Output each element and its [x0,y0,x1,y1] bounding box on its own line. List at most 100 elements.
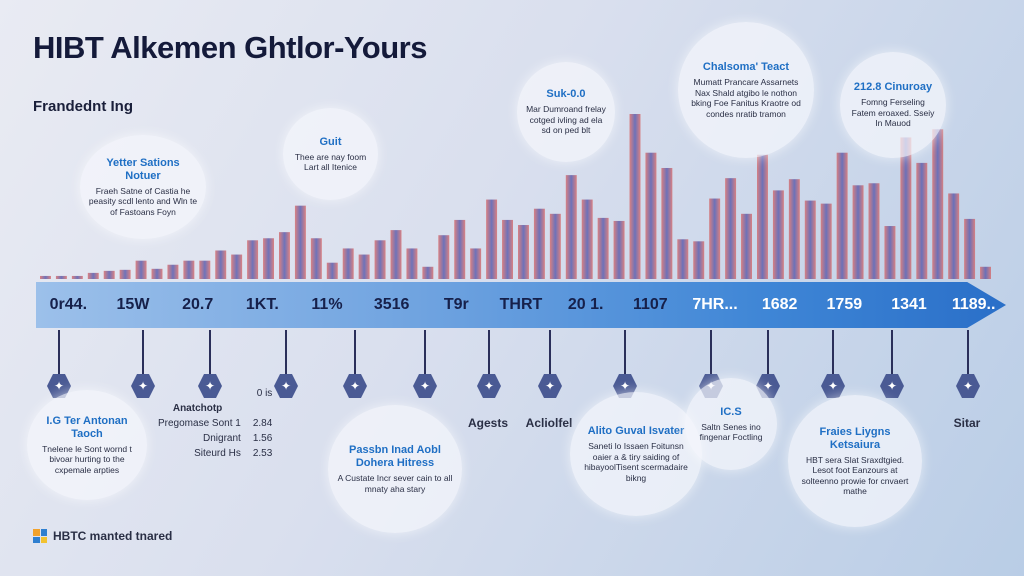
page-title: HIBT Alkemen Ghtlor-Yours [33,30,427,65]
bar [470,248,482,279]
subtitle: Frandednt Ing [33,98,133,115]
bar [183,260,195,279]
bar [533,208,545,279]
info-bubble: Fraies Liygns Ketsaiura HBT sera Slat Sra… [788,395,922,527]
bar [900,137,912,279]
bar [964,218,976,279]
bar [390,230,402,279]
timeline-stem [424,330,426,374]
bar [247,240,259,279]
bubble-heading: Chalsoma' Teact [702,61,790,73]
stats-subheading: Anatchotp [172,403,223,414]
bar [199,260,211,279]
stats-label: Siteurd Hs [194,448,241,459]
bar [87,272,99,279]
bar [263,238,274,279]
bar [406,248,418,279]
bubble-heading: Yetter Sations Notuer [106,156,180,182]
bubble-heading: Fraies Liygns Ketsaiura [819,425,891,451]
timeline-stem [767,330,769,374]
bar [342,248,354,279]
timeline-stem [142,330,144,374]
info-bubble: Guit Thee are nay foom Lart all Itenice [283,108,378,200]
bubble-body: Tnelene le Sont wornd t bivoar hurting t… [42,443,132,475]
timeline-label: 1189.. [951,296,996,313]
timeline-label: 1107 [632,296,668,313]
bar [836,152,848,279]
timeline-label: 15W [116,296,150,313]
bar [693,241,705,279]
timeline-stem [967,330,969,374]
bar [804,200,816,279]
bubble-heading: Passbn Inad Aobl Dohera Hitress [349,444,441,469]
bar [151,268,163,279]
bar [454,219,466,279]
bar [629,114,641,279]
timeline-label: 20 1. [567,296,604,313]
bar [725,178,737,279]
bar [326,262,338,279]
milestone-hex-icon: ✦ [274,374,298,398]
bar [71,275,83,279]
footer: HBTC manted tnared [33,529,172,543]
timeline-arrow [36,282,1006,328]
timeline-band: 0r44. 15W 20.7 1KT. 11% 3516 T9r THRT 20 1. 1107 7… [36,282,1006,328]
bar [868,183,880,279]
bar [231,254,243,279]
bar [502,219,513,279]
timeline-stem [549,330,551,374]
timeline-stem [209,330,211,374]
info-bubble: Suk-0.0 Mar Dumroand frelay cotged ivling… [517,62,615,162]
timeline-stem [710,330,712,374]
bar [438,235,450,279]
bubble-body: A Custate Incr sever cain to all mnaty a… [337,473,453,494]
bar [294,205,306,279]
timeline-label: T9r [443,296,469,313]
stats-row: Dnigrant 1.56 [158,431,272,446]
bar [486,199,498,279]
timeline-stem [488,330,490,374]
bubble-body: Fraeh Satne of Castia he peasity scdl le… [88,185,198,217]
bar [565,175,577,279]
milestone-hex-icon: ✦ [956,374,980,398]
bar [884,226,896,279]
bar [422,266,434,279]
bubble-body: HBT sera Slat Sraxdtgied. Lesot foot Ean… [801,454,909,497]
milestone-hex-icon: ✦ [198,374,222,398]
bar [279,232,290,279]
bar [677,239,689,279]
bar [661,167,673,279]
bar [852,185,864,279]
milestone-hex-icon: ✦ [477,374,501,398]
stats-value: 2.84 [252,418,273,429]
bubble-body: Thee are nay foom Lart all Itenice [294,151,367,173]
stats-row: Siteurd Hs 2.53 [158,446,272,461]
info-bubble: Chalsoma' Teact Mumatt Prancare Assarnets… [678,22,814,158]
bar [358,254,370,279]
milestone-hex-icon: ✦ [413,374,437,398]
bubble-body: Mar Dumroand frelay cotged ivling ad ela… [526,104,606,136]
bubble-heading: Guit [319,135,342,148]
bar [310,238,322,279]
bubble-heading: IC.S [720,405,742,418]
bar [119,269,131,279]
milestone-label: Acliolfel [525,416,573,430]
stats-label: Pregomase Sont 1 [158,418,241,429]
bar [980,266,991,279]
bubble-heading: 212.8 Cinuroay [853,81,933,94]
milestone-hex-icon: ✦ [343,374,367,398]
bar [581,199,593,279]
milestone-label: Agests [467,416,509,430]
bar [103,270,115,279]
bar [709,198,721,279]
bar [916,162,928,279]
timeline-label: 0r44. [49,296,88,313]
bar [518,225,529,279]
bar [549,213,561,279]
bubble-heading: I.G Ter Antonan Taoch [46,414,128,440]
info-bubble: Alito Guval Isvater Saneti lo Issaen Foit… [570,392,702,516]
milestone-label: Sitar [953,416,981,430]
info-bubble: Yetter Sations Notuer Fraeh Satne of Cast… [80,135,206,239]
bar [597,217,609,279]
